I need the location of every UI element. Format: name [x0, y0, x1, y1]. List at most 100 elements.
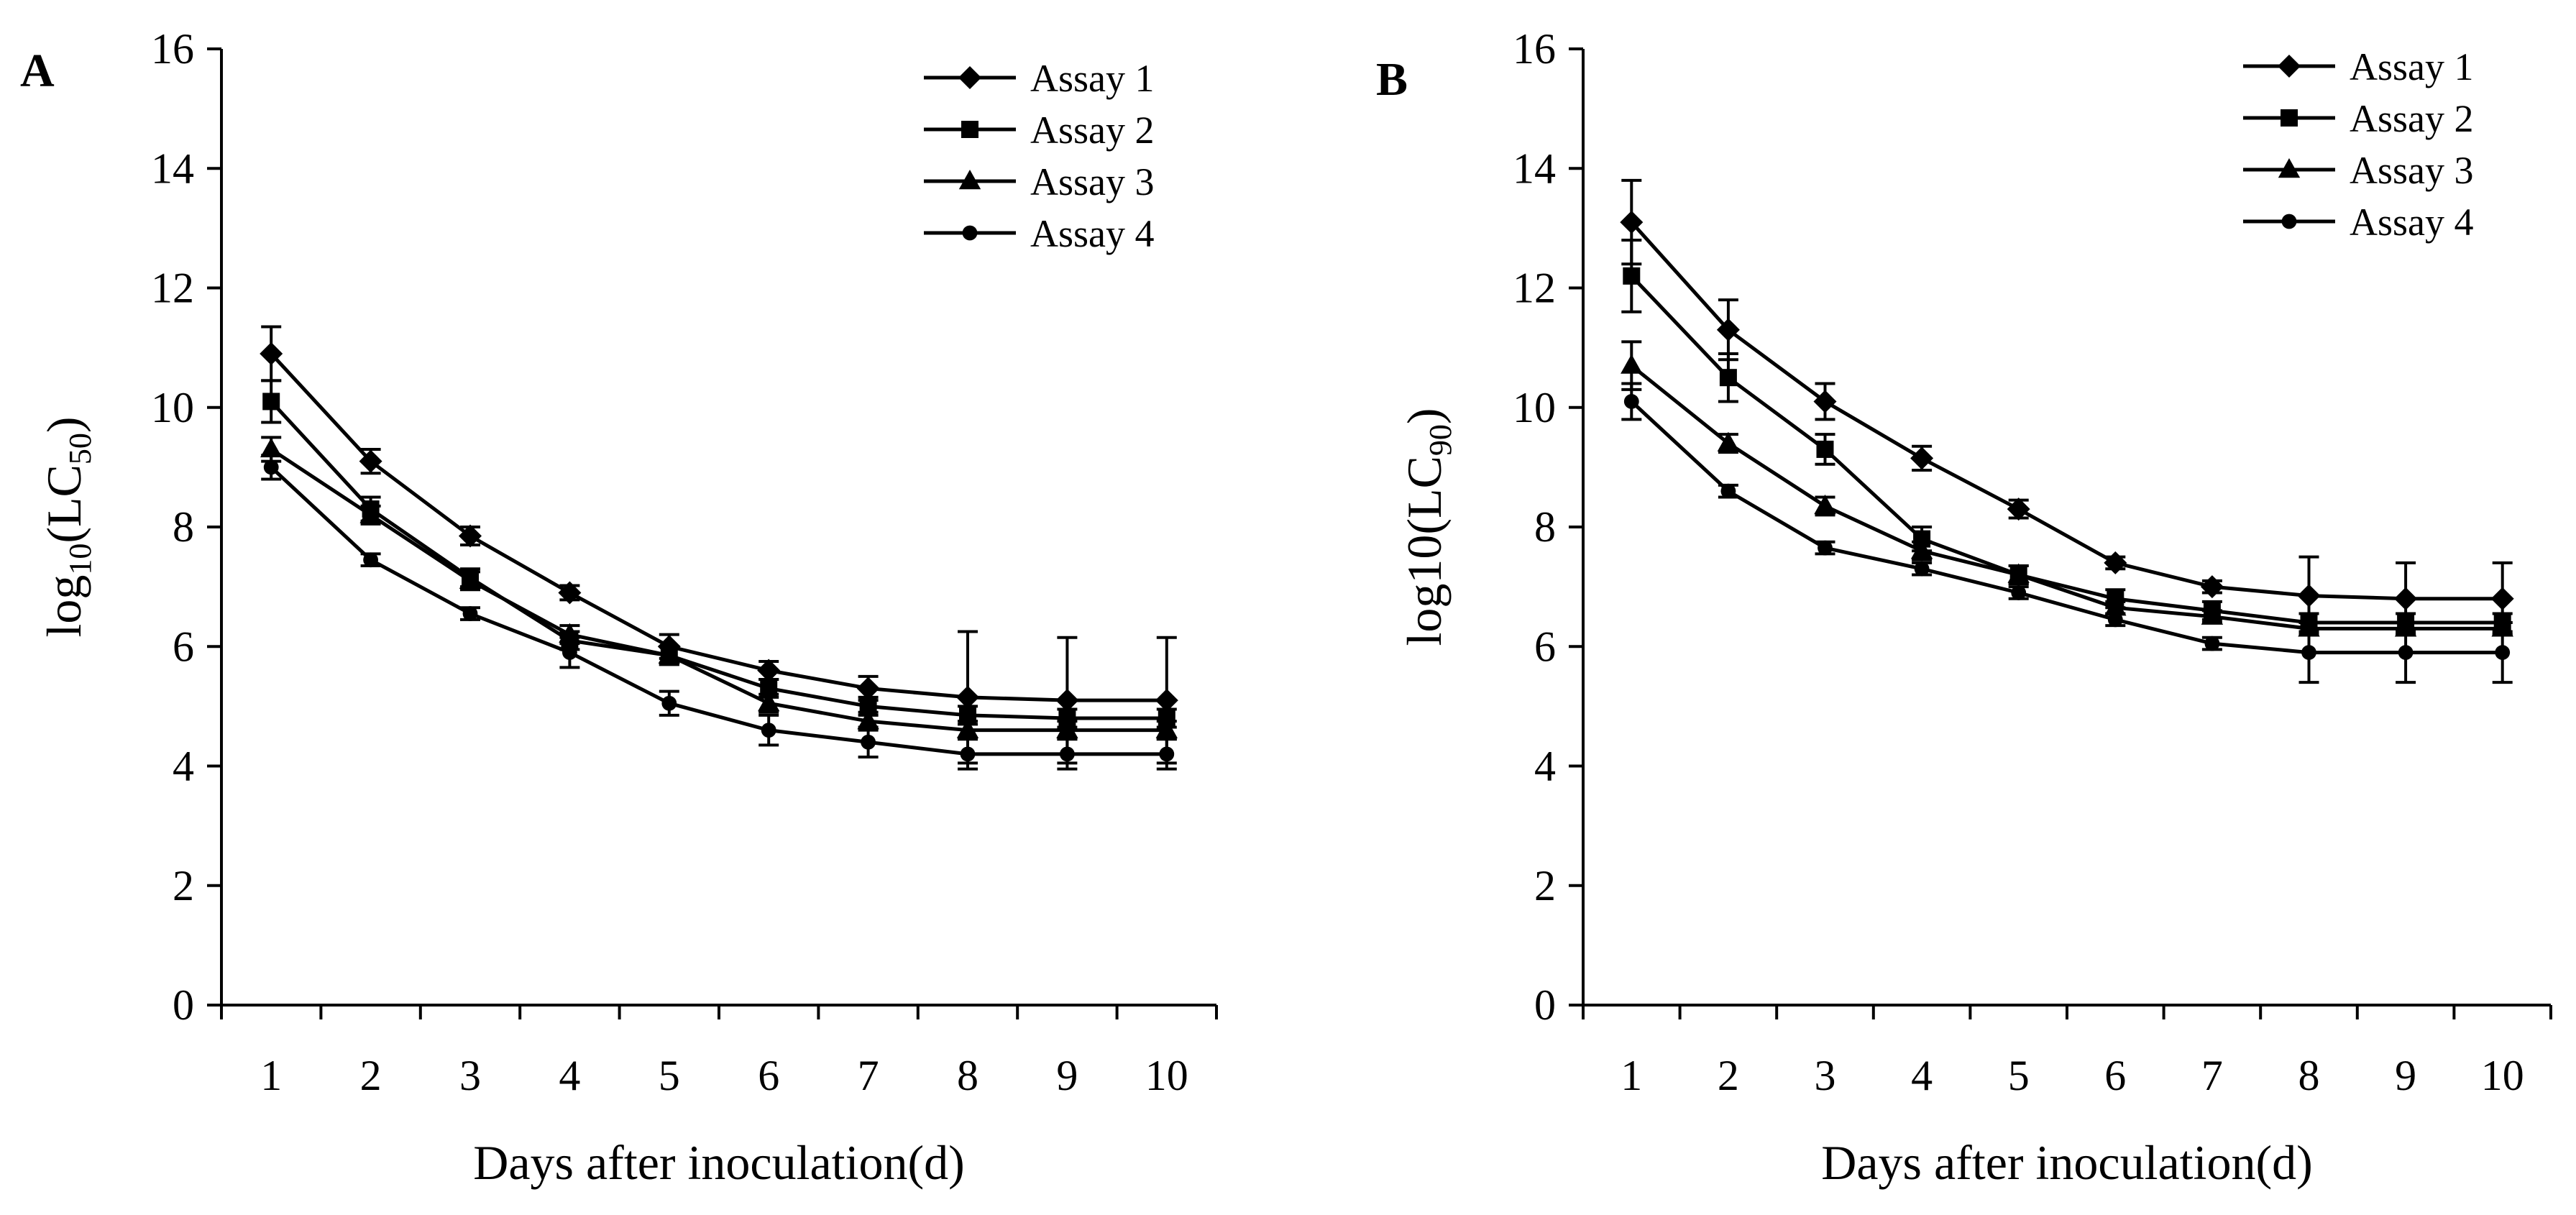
x-tick-label: 3: [459, 1052, 481, 1099]
y-tick-label: 8: [173, 503, 194, 551]
series-assay-4: [1621, 382, 2513, 684]
x-tick-label: 4: [559, 1052, 580, 1099]
data-point: [260, 437, 283, 458]
legend-marker: [958, 66, 981, 89]
series-line: [270, 352, 1167, 702]
y-tick-label: 2: [1534, 862, 1556, 909]
series-assay-4: [261, 454, 1177, 771]
data-point: [960, 746, 976, 762]
series-assay-2: [1621, 239, 2513, 633]
data-point: [2398, 645, 2414, 660]
legend-marker: [2281, 214, 2297, 229]
legend-entry: Assay 2: [2243, 97, 2474, 140]
y-tick-label: 16: [151, 25, 194, 73]
data-point: [1621, 354, 1643, 374]
data-point: [2007, 498, 2030, 521]
y-axis-title: log10(LC50): [37, 416, 98, 637]
data-point: [262, 393, 280, 411]
data-point: [1159, 746, 1175, 762]
data-point: [661, 695, 677, 711]
data-point: [260, 341, 283, 365]
data-point: [1816, 440, 1834, 458]
y-axis-title-end: ): [37, 416, 91, 433]
legend-marker: [2278, 55, 2301, 78]
x-tick-label: 7: [2201, 1052, 2223, 1099]
data-point: [459, 569, 482, 590]
data-point: [1813, 390, 1837, 413]
series-line: [270, 466, 1167, 756]
x-tick-label: 2: [360, 1052, 382, 1099]
x-tick-label: 10: [1145, 1052, 1188, 1099]
series-assay-1: [1620, 178, 2514, 636]
data-point: [558, 581, 582, 605]
data-point: [2104, 596, 2127, 616]
y-axis-title-main: log: [37, 575, 91, 638]
x-tick-label: 6: [758, 1052, 779, 1099]
data-point: [1060, 746, 1075, 762]
legend-label: Assay 1: [1030, 57, 1155, 100]
y-tick-label: 6: [1534, 623, 1556, 670]
legend-label: Assay 2: [2350, 97, 2474, 140]
data-point: [2201, 605, 2224, 625]
y-axis-title-mid: (LC: [1397, 456, 1452, 535]
y-axis-title: log10(LC90): [1397, 408, 1458, 646]
legend-entry: Assay 1: [924, 57, 1155, 100]
y-tick-label: 10: [1513, 384, 1556, 431]
x-tick-label: 1: [260, 1052, 282, 1099]
y-axis-title-sub: 10: [63, 544, 98, 575]
data-point: [2301, 645, 2316, 660]
data-point: [1623, 267, 1641, 285]
legend-marker: [961, 121, 978, 138]
data-point: [2495, 645, 2511, 660]
data-point: [1814, 494, 1836, 515]
data-point: [1818, 540, 1833, 556]
data-point: [263, 459, 279, 475]
y-tick-label: 2: [173, 862, 194, 909]
legend-entry: Assay 2: [924, 109, 1155, 152]
data-point: [1910, 539, 1933, 559]
y-axis-title-sub2: 90: [1423, 424, 1458, 456]
series-line: [1630, 221, 2503, 601]
data-point: [462, 606, 478, 621]
y-tick-label: 8: [1534, 503, 1556, 551]
data-point: [2490, 587, 2514, 610]
data-point: [2011, 585, 2027, 600]
data-point: [956, 685, 979, 709]
panel-label: B: [1376, 53, 1408, 106]
y-axis-title-end: ): [1397, 408, 1452, 424]
data-point: [1717, 431, 1740, 451]
data-point: [1155, 718, 1178, 738]
y-tick-label: 0: [1534, 981, 1556, 1029]
series-line: [1630, 364, 2503, 631]
y-tick-label: 14: [1513, 145, 1556, 192]
data-point: [1623, 394, 1639, 409]
data-point: [658, 643, 680, 664]
data-point: [1910, 446, 1934, 470]
data-point: [2107, 612, 2123, 628]
x-tick-label: 10: [2481, 1052, 2524, 1099]
data-point: [1716, 318, 1740, 341]
x-tick-label: 3: [1815, 1052, 1836, 1099]
y-tick-label: 12: [1513, 265, 1556, 312]
x-tick-label: 9: [1056, 1052, 1078, 1099]
data-point: [1155, 689, 1178, 712]
legend-label: Assay 3: [2350, 149, 2474, 192]
data-point: [459, 524, 482, 548]
x-tick-label: 7: [858, 1052, 879, 1099]
x-axis-title: Days after inoculation(d): [1821, 1135, 2313, 1190]
series-assay-3: [260, 436, 1178, 741]
y-axis-title-main: log10: [1397, 535, 1452, 646]
series-line: [1630, 275, 2503, 625]
legend-label: Assay 2: [1030, 109, 1155, 152]
series-line: [270, 447, 1167, 733]
x-tick-label: 5: [659, 1052, 680, 1099]
y-tick-label: 16: [1513, 25, 1556, 73]
panel-label: A: [20, 45, 55, 97]
series-assay-3: [1621, 340, 2513, 637]
legend-entry: Assay 3: [2243, 149, 2474, 192]
x-tick-label: 6: [2104, 1052, 2126, 1099]
data-point: [1056, 718, 1078, 738]
x-tick-label: 8: [2298, 1052, 2320, 1099]
data-point: [1720, 483, 1736, 499]
